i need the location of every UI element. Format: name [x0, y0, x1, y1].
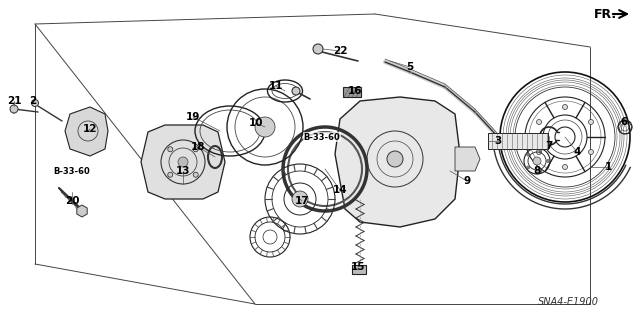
- Circle shape: [255, 117, 275, 137]
- Circle shape: [193, 147, 198, 152]
- Circle shape: [563, 165, 568, 169]
- Text: 10: 10: [249, 118, 263, 128]
- Circle shape: [168, 172, 173, 177]
- Circle shape: [533, 157, 541, 165]
- Bar: [343, 87, 361, 97]
- Text: 1: 1: [604, 162, 612, 172]
- Text: 7: 7: [545, 141, 553, 151]
- Circle shape: [547, 160, 550, 162]
- Text: FR.: FR.: [594, 8, 617, 20]
- Text: SNA4-E1900: SNA4-E1900: [538, 297, 598, 307]
- Text: 3: 3: [494, 136, 502, 146]
- Polygon shape: [335, 97, 460, 227]
- Circle shape: [539, 170, 542, 173]
- Circle shape: [193, 172, 198, 177]
- Circle shape: [168, 147, 173, 152]
- Polygon shape: [488, 133, 548, 149]
- Polygon shape: [455, 147, 480, 171]
- Text: 22: 22: [333, 46, 348, 56]
- Circle shape: [387, 151, 403, 167]
- Circle shape: [292, 191, 308, 207]
- Polygon shape: [65, 107, 108, 156]
- Text: B-33-60: B-33-60: [54, 167, 90, 175]
- Text: 15: 15: [351, 262, 365, 272]
- Text: 18: 18: [191, 142, 205, 152]
- Circle shape: [313, 44, 323, 54]
- Text: B-33-60: B-33-60: [303, 132, 340, 142]
- Bar: [352, 265, 366, 274]
- Text: 12: 12: [83, 124, 97, 134]
- Text: 6: 6: [620, 117, 628, 127]
- Text: 14: 14: [333, 185, 348, 195]
- Circle shape: [527, 166, 530, 169]
- Text: 17: 17: [294, 196, 309, 206]
- Text: 13: 13: [176, 166, 190, 176]
- Polygon shape: [77, 205, 87, 217]
- Text: 11: 11: [269, 81, 284, 91]
- Circle shape: [10, 105, 18, 113]
- Circle shape: [589, 150, 593, 154]
- Circle shape: [292, 87, 300, 95]
- Circle shape: [536, 150, 541, 154]
- Circle shape: [539, 149, 542, 152]
- Text: 8: 8: [533, 166, 541, 176]
- Circle shape: [527, 153, 530, 156]
- Circle shape: [563, 105, 568, 109]
- Text: 21: 21: [7, 96, 21, 106]
- Text: 20: 20: [65, 196, 79, 206]
- Text: 9: 9: [463, 176, 470, 186]
- Circle shape: [589, 120, 593, 124]
- Circle shape: [178, 157, 188, 167]
- Text: 2: 2: [29, 96, 36, 106]
- Polygon shape: [141, 125, 225, 199]
- Text: 19: 19: [186, 112, 200, 122]
- Text: 4: 4: [573, 147, 580, 157]
- Circle shape: [536, 120, 541, 124]
- Text: 16: 16: [348, 86, 362, 96]
- Circle shape: [31, 100, 38, 107]
- Text: 5: 5: [406, 62, 413, 72]
